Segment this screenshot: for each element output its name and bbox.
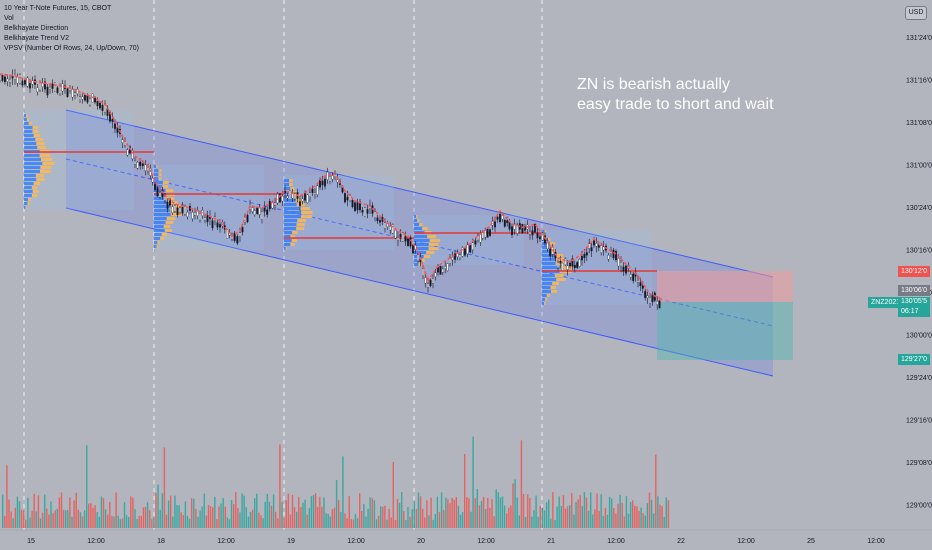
price-tick-label: 130'00'0 <box>906 333 932 340</box>
time-tick-label: 12:00 <box>607 538 625 545</box>
time-tick-label: 25 <box>807 538 815 545</box>
take-profit-zone <box>657 302 793 360</box>
time-tick-label: 12:00 <box>737 538 755 545</box>
trend-line <box>0 73 663 300</box>
price-tick-label: 129'08'0 <box>906 460 932 467</box>
price-tick-label: 131'16'0 <box>906 78 932 85</box>
time-tick-label: 19 <box>287 538 295 545</box>
price-tick-label: 129'24'0 <box>906 375 932 382</box>
time-scale[interactable]: 15 12:00 18 12:00 19 12:00 20 12:00 21 12:00 22 12:… <box>0 529 932 550</box>
price-tick-label: 131'08'0 <box>906 120 932 127</box>
legend-indicator-3[interactable]: VPSV (Number Of Rows, 24, Up/Down, 70) <box>4 45 139 52</box>
bar-countdown: 06:17 <box>901 308 919 315</box>
text-annotation[interactable]: ZN is bearish actually easy trade to sho… <box>577 75 774 115</box>
price-tick-label: 130'16'0 <box>906 248 932 255</box>
chart-legend: 10 Year T-Note Futures, 15, CBOT Vol Bel… <box>4 4 139 54</box>
time-tick-label: 18 <box>157 538 165 545</box>
price-tick-label: 130'24'0 <box>906 205 932 212</box>
entry-price-tag: 130'06'0 <box>898 285 931 296</box>
short-position-tool[interactable] <box>657 271 793 360</box>
legend-vol[interactable]: Vol <box>4 15 14 22</box>
price-tick-label: 131'24'0 <box>906 35 932 42</box>
last-price-value: 130'05'5 <box>901 298 928 305</box>
annotation-line-1: ZN is bearish actually <box>577 76 730 93</box>
time-tick-label: 21 <box>547 538 555 545</box>
legend-indicator-2[interactable]: Belkhayate Trend V2 <box>4 35 69 42</box>
last-price-tag: 130'05'5 06:17 <box>898 297 931 317</box>
time-tick-label: 12:00 <box>867 538 885 545</box>
volume-profiles <box>24 110 652 305</box>
price-tick-label: 131'00'0 <box>906 163 932 170</box>
time-tick-label: 22 <box>677 538 685 545</box>
time-tick-label: 12:00 <box>217 538 235 545</box>
symbol-title[interactable]: 10 Year T-Note Futures, 15, CBOT <box>4 5 112 12</box>
time-tick-label: 12:00 <box>87 538 105 545</box>
volume-bars <box>2 436 670 528</box>
symbol-tag: ZNZ2021 <box>868 297 904 308</box>
time-tick-label: 12:00 <box>347 538 365 545</box>
price-tick-label: 129'16'0 <box>906 418 932 425</box>
time-tick-label: 15 <box>27 538 35 545</box>
price-tick-label: 129'00'0 <box>906 503 932 510</box>
annotation-line-2: easy trade to short and wait <box>577 96 774 113</box>
time-tick-label: 20 <box>417 538 425 545</box>
stop-price-tag: 130'12'0 <box>898 266 931 277</box>
legend-indicator-1[interactable]: Belkhayate Direction <box>4 25 69 32</box>
stop-loss-zone <box>657 271 793 302</box>
price-scale[interactable]: 131'24'0 131'16'0 131'08'0 131'00'0 130'24'0… <box>860 0 932 530</box>
currency-button[interactable]: USD <box>905 6 927 20</box>
target-price-tag: 129'27'0 <box>898 354 931 365</box>
time-tick-label: 12:00 <box>477 538 495 545</box>
